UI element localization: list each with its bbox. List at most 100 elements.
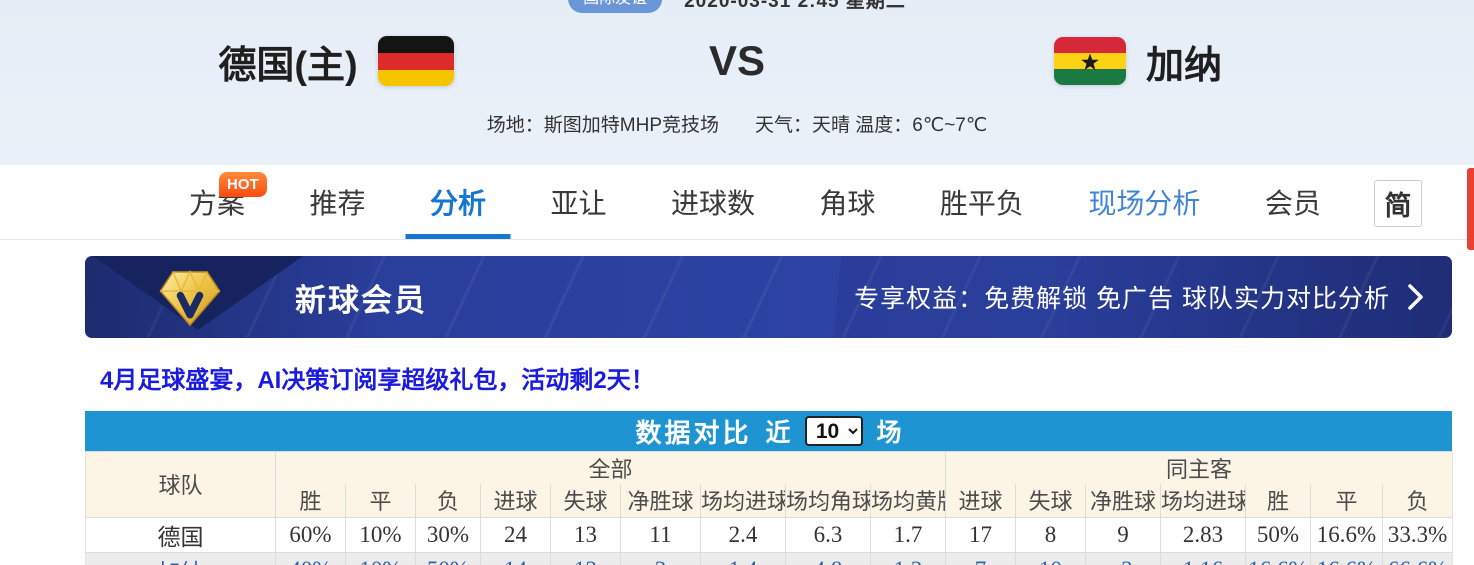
teams-row: 德国(主) VS <box>0 0 1474 100</box>
tab-membership-label: 会员 <box>1264 188 1321 219</box>
stat-cell: 1.4 <box>700 551 786 565</box>
side-floating-widget[interactable] <box>1467 168 1474 250</box>
stat-cell: 12 <box>550 551 621 565</box>
venue-row: 场地：斯图加特MHP竞技场 天气：天晴 温度：6℃~7℃ <box>0 110 1474 137</box>
stat-cell: 16.6% <box>1310 516 1384 553</box>
table-row-ghana: 加纳 40% 10% 50% 14 12 2 1.4 4.8 1.2 7 10 … <box>85 551 1454 565</box>
stat-cell: 11 <box>620 516 701 553</box>
col-header: 失球 <box>1015 484 1087 518</box>
comparison-table: 球队 全部 同主客 胜 平 负 进球 失球 净胜球 场均进球 场均角球 场均黄牌 <box>85 451 1454 565</box>
comparison-title: 数据对比 <box>635 417 752 448</box>
stat-cell: 13 <box>550 516 621 553</box>
stat-cell: 1.16 <box>1160 551 1247 565</box>
stat-cell: 24 <box>480 516 551 553</box>
recent-matches-select[interactable]: 10 <box>804 416 863 446</box>
tab-plans[interactable]: 方案 HOT <box>189 165 267 239</box>
tab-corners-label: 角球 <box>819 188 876 219</box>
tab-analysis[interactable]: 分析 <box>430 165 486 239</box>
table-row-germany: 德国 60% 10% 30% 24 13 11 2.4 6.3 1.7 17 8… <box>85 516 1454 553</box>
group-header-all: 全部 <box>274 451 947 484</box>
col-header: 进球 <box>945 484 1017 518</box>
away-team: 加纳 <box>802 34 1474 89</box>
tab-recommend-label: 推荐 <box>309 188 366 219</box>
col-header: 净胜球 <box>620 484 701 518</box>
away-team-name: 加纳 <box>1145 44 1222 87</box>
col-header: 负 <box>1382 484 1454 518</box>
stat-cell: 1.2 <box>869 551 947 565</box>
stat-cell: 9 <box>1085 516 1162 553</box>
nav-bar: 方案 HOT 推荐 分析 亚让 进球数 角球 胜平负 现场分析 会员 简 <box>0 165 1474 250</box>
comparison-header-bar: 数据对比 近 10 场 <box>85 411 1452 451</box>
col-header: 负 <box>415 484 481 518</box>
main-content: 新球会员 专享权益：免费解锁 免广告 球队实力对比分析 4月足球盛宴，AI决策订… <box>0 256 1474 565</box>
nav-tabs: 方案 HOT 推荐 分析 亚让 进球数 角球 胜平负 现场分析 会员 <box>189 165 1321 239</box>
match-meta: 国际友谊 2020-03-31 2:45 星期二 <box>568 0 906 13</box>
stat-cell: 30% <box>415 516 481 553</box>
banner-stripes <box>85 256 1452 338</box>
stat-cell: 8 <box>1015 516 1087 553</box>
stat-cell: 50% <box>1245 516 1312 553</box>
ghana-flag-icon <box>1053 37 1126 85</box>
col-header: 场均黄牌 <box>869 484 947 518</box>
stat-cell: 2.83 <box>1160 516 1247 553</box>
stat-cell: 16.6% <box>1245 551 1312 565</box>
stat-cell: 10% <box>345 551 416 565</box>
tab-live-analysis-label: 现场分析 <box>1088 188 1201 219</box>
col-header: 胜 <box>1245 484 1312 518</box>
league-badge: 国际友谊 <box>568 0 663 13</box>
stat-cell: 2 <box>620 551 701 565</box>
table-group-header-row: 球队 全部 同主客 <box>85 451 1454 518</box>
recent-label: 近 <box>765 419 791 447</box>
stat-cell: -3 <box>1085 551 1162 565</box>
tab-asian-handicap-label: 亚让 <box>550 188 607 219</box>
team-cell: 加纳 <box>85 551 276 565</box>
tab-membership[interactable]: 会员 <box>1265 165 1321 239</box>
stat-cell: 33.3% <box>1382 516 1454 553</box>
venue-text: 场地：斯图加特MHP竞技场 <box>486 115 720 136</box>
stat-cell: 16.6% <box>1310 551 1384 565</box>
unit-label: 场 <box>876 419 902 447</box>
tab-live-analysis[interactable]: 现场分析 <box>1088 165 1200 239</box>
data-comparison-section: 数据对比 近 10 场 球队 全部 同主客 <box>85 411 1454 565</box>
stat-cell: 10 <box>1015 551 1087 565</box>
col-header: 失球 <box>550 484 621 518</box>
tab-win-draw-lose[interactable]: 胜平负 <box>940 165 1024 239</box>
weather-text: 天气：天晴 温度：6℃~7℃ <box>755 115 988 136</box>
table-sub-header-row: 胜 平 负 进球 失球 净胜球 场均进球 场均角球 场均黄牌 进球 失球 净胜球… <box>86 484 1454 518</box>
tab-recommend[interactable]: 推荐 <box>309 165 365 239</box>
stat-cell: 14 <box>480 551 551 565</box>
banner-left: 新球会员 <box>85 256 427 338</box>
col-header: 进球 <box>480 484 551 518</box>
group-header-same-venue: 同主客 <box>945 451 1454 484</box>
col-header: 场均进球 <box>700 484 786 518</box>
tab-corners[interactable]: 角球 <box>819 165 875 239</box>
match-header: 国际友谊 2020-03-31 2:45 星期二 德国(主) VS <box>0 0 1474 165</box>
stat-cell: 60% <box>275 516 346 553</box>
col-header: 平 <box>1310 484 1384 518</box>
col-header: 场均角球 <box>785 484 871 518</box>
banner-benefits-text: 专享权益：免费解锁 免广告 球队实力对比分析 <box>854 285 1390 313</box>
stat-cell: 17 <box>945 516 1017 553</box>
home-team-name: 德国(主) <box>218 44 358 87</box>
member-banner-title: 新球会员 <box>295 282 427 318</box>
stat-cell: 10% <box>345 516 416 553</box>
col-header: 场均进球 <box>1160 484 1247 518</box>
match-datetime: 2020-03-31 2:45 星期二 <box>684 0 906 12</box>
member-banner[interactable]: 新球会员 专享权益：免费解锁 免广告 球队实力对比分析 <box>85 256 1452 338</box>
tab-asian-handicap[interactable]: 亚让 <box>550 165 606 239</box>
tab-goals[interactable]: 进球数 <box>671 165 755 239</box>
col-header: 胜 <box>275 484 346 518</box>
stat-cell: 4.8 <box>785 551 871 565</box>
promo-link[interactable]: 4月足球盛宴，AI决策订阅享超级礼包，活动剩2天！ <box>100 367 655 394</box>
simplified-chinese-button[interactable]: 简 <box>1374 180 1422 227</box>
vs-label: VS <box>708 37 766 84</box>
chevron-right-icon[interactable] <box>1406 283 1424 311</box>
stat-cell: 66.6% <box>1382 551 1454 565</box>
germany-flag-icon <box>377 36 454 86</box>
banner-right: 专享权益：免费解锁 免广告 球队实力对比分析 <box>854 256 1424 338</box>
tab-win-draw-lose-label: 胜平负 <box>939 188 1024 219</box>
home-team: 德国(主) <box>0 34 672 89</box>
stat-cell: 50% <box>415 551 481 565</box>
stat-cell: 2.4 <box>700 516 786 553</box>
